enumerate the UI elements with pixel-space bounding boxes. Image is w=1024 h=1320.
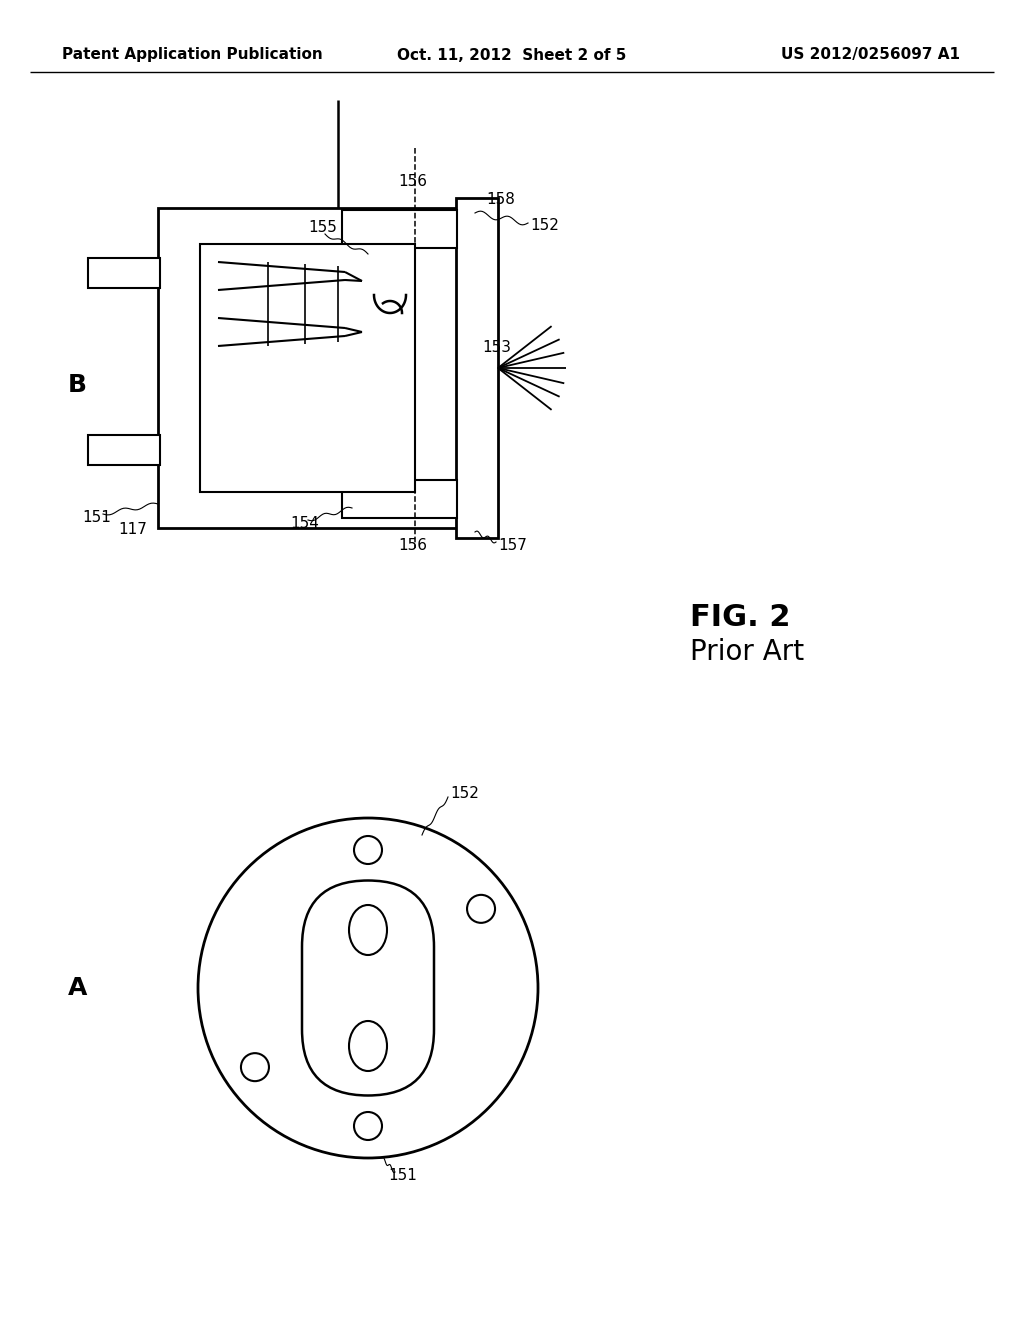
Text: 156: 156 bbox=[398, 174, 427, 190]
Circle shape bbox=[467, 895, 495, 923]
Text: 152: 152 bbox=[450, 785, 479, 800]
Circle shape bbox=[198, 818, 538, 1158]
Text: 153: 153 bbox=[482, 341, 511, 355]
Bar bbox=[342, 210, 457, 248]
Text: B: B bbox=[68, 374, 87, 397]
Text: Prior Art: Prior Art bbox=[690, 638, 804, 667]
Text: 151: 151 bbox=[388, 1167, 417, 1183]
Text: 155: 155 bbox=[308, 220, 337, 235]
Text: 117: 117 bbox=[118, 523, 146, 537]
Bar bbox=[456, 198, 498, 539]
Circle shape bbox=[241, 1053, 269, 1081]
Text: Oct. 11, 2012  Sheet 2 of 5: Oct. 11, 2012 Sheet 2 of 5 bbox=[397, 48, 627, 62]
Text: FIG. 2: FIG. 2 bbox=[690, 603, 791, 632]
Text: US 2012/0256097 A1: US 2012/0256097 A1 bbox=[781, 48, 961, 62]
FancyBboxPatch shape bbox=[302, 880, 434, 1096]
Bar bbox=[88, 257, 160, 288]
Text: Patent Application Publication: Patent Application Publication bbox=[62, 48, 323, 62]
Text: 156: 156 bbox=[398, 537, 427, 553]
Text: 154: 154 bbox=[290, 516, 318, 532]
Bar bbox=[342, 480, 457, 517]
Circle shape bbox=[354, 1111, 382, 1140]
Text: 157: 157 bbox=[498, 537, 527, 553]
Ellipse shape bbox=[349, 1020, 387, 1071]
Text: 152: 152 bbox=[530, 218, 559, 232]
Bar bbox=[158, 209, 466, 528]
Text: 151: 151 bbox=[82, 511, 111, 525]
Ellipse shape bbox=[349, 906, 387, 954]
Circle shape bbox=[354, 836, 382, 865]
Text: 158: 158 bbox=[486, 193, 515, 207]
Bar bbox=[88, 436, 160, 465]
Text: A: A bbox=[68, 975, 87, 1001]
Bar bbox=[200, 244, 415, 492]
